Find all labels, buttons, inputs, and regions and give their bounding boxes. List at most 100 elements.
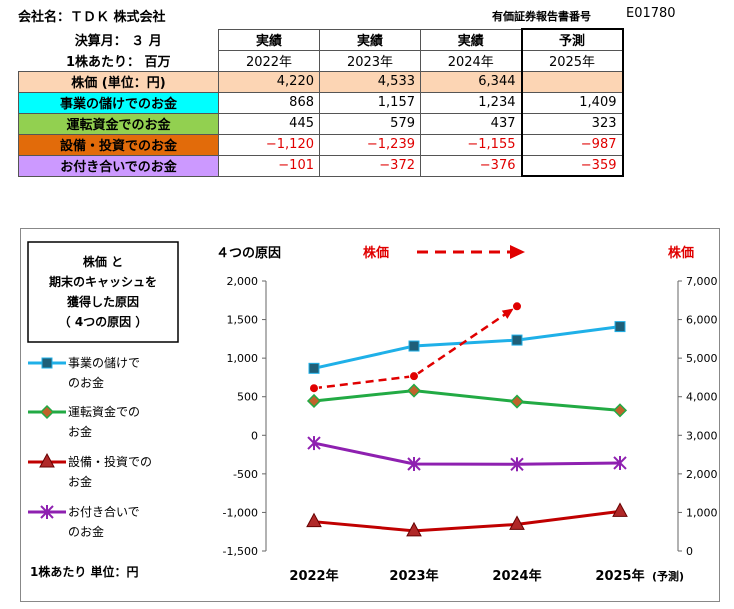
legend-label: のお金 — [68, 524, 104, 539]
right-tick-label: 7,000 — [686, 275, 718, 288]
left-tick-label: -1,000 — [223, 506, 258, 519]
x-tick-label: 2024年 — [492, 568, 541, 584]
company-name: 会社名：ＴＤＫ 株式会社 — [18, 10, 166, 25]
data-point — [408, 340, 420, 352]
row-relations: お付き合いでのお金 −101 −372 −376 −359 — [18, 154, 624, 177]
left-tick-label: 2,000 — [227, 275, 259, 288]
cell: 4,533 — [319, 70, 421, 93]
left-tick-label: 500 — [237, 391, 258, 404]
stock-legend-arrow — [510, 245, 525, 259]
cell: 4,220 — [218, 70, 320, 93]
row-working-capital: 運転資金でのお金 445 579 437 323 — [18, 112, 624, 135]
legend-label: 設備・投資での — [68, 454, 152, 469]
left-tick-label: -1,500 — [223, 545, 258, 558]
right-tick-label: 3,000 — [686, 429, 718, 442]
x-tick-label: 2022年 — [289, 568, 338, 584]
cashflow-table: 決算月： ３ 月 実績 実績 実績 予測 1株あたり： 百万 2022年 202… — [18, 28, 624, 177]
cell: −987 — [520, 133, 624, 156]
fiscal-month: 決算月： ３ 月 — [74, 34, 162, 49]
legend-label: のお金 — [68, 375, 104, 390]
right-axis-title: 株価 — [668, 245, 694, 261]
data-point — [406, 521, 422, 537]
data-point — [39, 404, 55, 420]
stock-line — [313, 310, 511, 390]
cell: 1,157 — [319, 91, 421, 114]
cell: 579 — [319, 112, 421, 135]
cell: 6,344 — [420, 70, 522, 93]
data-point — [613, 455, 627, 470]
right-tick-label: 5,000 — [686, 352, 718, 365]
col-type-2022: 実績 — [218, 28, 320, 51]
data-point — [612, 403, 628, 418]
data-point — [612, 502, 628, 517]
stock-legend-label: 株価 — [363, 245, 389, 261]
x-tick-label: 2023年 — [389, 568, 438, 584]
row-label: 事業の儲けでのお金 — [18, 91, 219, 114]
year-2024: 2024年 — [420, 49, 522, 72]
title-box-line: 株価 と — [83, 254, 123, 269]
doc-code: E01780 — [626, 6, 676, 21]
stock-arrowhead — [501, 308, 514, 319]
row-label: 運転資金でのお金 — [18, 112, 219, 135]
data-point — [308, 362, 320, 374]
right-tick-label: 0 — [686, 545, 693, 558]
legend-label: お金 — [68, 424, 92, 439]
col-type-2024: 実績 — [420, 28, 522, 51]
title-box-line: （ 4つの原因 ） — [59, 314, 148, 329]
x-tick-label: 2025年 — [595, 568, 644, 584]
right-tick-label: 4,000 — [686, 391, 718, 404]
data-point — [407, 456, 421, 471]
title-box-line: 期末のキャッシュを — [49, 274, 157, 289]
data-point — [511, 334, 523, 346]
unit-note: 1株あたり 単位：円 — [30, 564, 139, 579]
plot-area — [306, 301, 628, 537]
cell: −359 — [520, 154, 624, 177]
cell: −1,239 — [319, 133, 421, 156]
data-point — [39, 452, 55, 468]
data-point — [512, 301, 522, 312]
series-line — [313, 441, 621, 466]
doc-code-label: 有価証券報告書番号 — [492, 10, 591, 23]
right-tick-label: 2,000 — [686, 468, 718, 481]
cell: −376 — [420, 154, 522, 177]
row-investment: 設備・投資でのお金 −1,120 −1,239 −1,155 −987 — [18, 133, 624, 156]
left-tick-label: 1,000 — [227, 352, 259, 365]
cell: 437 — [420, 112, 522, 135]
cell: −1,120 — [218, 133, 320, 156]
data-point — [510, 457, 524, 472]
left-tick-label: -500 — [233, 468, 258, 481]
title-box-line: 獲得した原因 — [67, 294, 139, 309]
cell — [520, 70, 624, 93]
cell: −101 — [218, 154, 320, 177]
data-point — [40, 505, 54, 519]
row-label: 株価 (単位：円) — [18, 70, 219, 93]
cell: 1,234 — [420, 91, 522, 114]
year-2022: 2022年 — [218, 49, 320, 72]
data-point — [409, 371, 419, 382]
data-point — [509, 394, 525, 409]
axes: -1,500 -1,000 -500 0 500 1,000 1,500 2,000 0 1,00… — [223, 275, 718, 584]
row-business: 事業の儲けでのお金 868 1,157 1,234 1,409 — [18, 91, 624, 114]
right-tick-label: 6,000 — [686, 314, 718, 327]
right-tick-label: 1,000 — [686, 506, 718, 519]
col-type-2025: 予測 — [520, 28, 624, 51]
forecast-note: (予測) — [652, 569, 684, 583]
row-stock-price: 株価 (単位：円) 4,220 4,533 6,344 — [18, 70, 624, 93]
col-type-2023: 実績 — [319, 28, 421, 51]
series-line — [313, 325, 621, 370]
series-line — [313, 389, 621, 412]
year-2025: 2025年 — [520, 49, 624, 72]
data-point — [41, 357, 53, 369]
left-axis-title: ４つの原因 — [216, 246, 281, 261]
data-point — [307, 436, 321, 451]
title-box — [27, 241, 179, 343]
left-tick-label: 1,500 — [227, 314, 259, 327]
legend-label: 運転資金での — [68, 404, 140, 419]
series-line — [313, 509, 621, 533]
data-point — [306, 512, 322, 528]
per-share-unit: 1株あたり： 百万 — [65, 54, 171, 70]
data-point — [614, 321, 626, 333]
legend-label: お金 — [68, 474, 92, 489]
